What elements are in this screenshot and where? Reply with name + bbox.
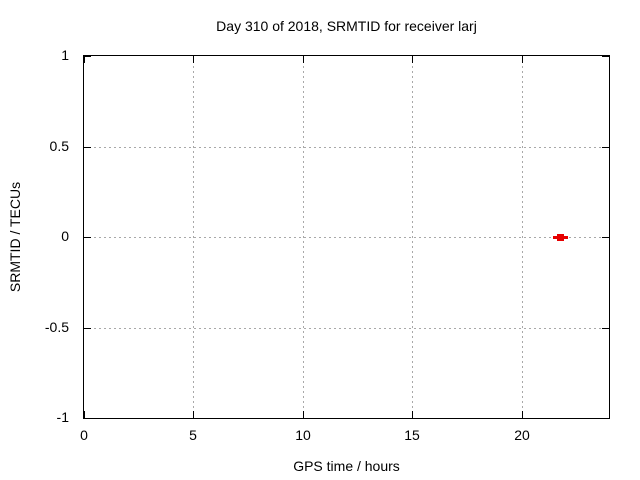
x-tick-label: 10 xyxy=(295,427,311,443)
chart-title: Day 310 of 2018, SRMTID for receiver lar… xyxy=(216,18,477,34)
y-tick-label: 1 xyxy=(61,47,69,63)
y-tick-left xyxy=(84,328,91,329)
x-tick-label: 0 xyxy=(80,427,88,443)
y-tick-left xyxy=(84,147,91,148)
y-tick-right xyxy=(602,147,609,148)
y-tick-right xyxy=(602,328,609,329)
x-tick-bottom xyxy=(303,411,304,418)
x-tick-top xyxy=(522,56,523,63)
plot-area xyxy=(83,55,610,419)
y-tick-label: 0 xyxy=(61,228,69,244)
y-tick-left xyxy=(84,237,91,238)
data-point-marker xyxy=(557,234,564,241)
x-tick-bottom xyxy=(412,411,413,418)
x-tick-bottom xyxy=(522,411,523,418)
x-tick-top xyxy=(412,56,413,63)
x-tick-label: 15 xyxy=(404,427,420,443)
y-gridline xyxy=(84,147,609,148)
x-tick-label: 5 xyxy=(189,427,197,443)
y-gridline xyxy=(84,237,609,238)
x-tick-top xyxy=(193,56,194,63)
y-tick-right xyxy=(602,237,609,238)
x-tick-top xyxy=(84,56,85,63)
x-tick-label: 20 xyxy=(514,427,530,443)
x-tick-bottom xyxy=(193,411,194,418)
y-tick-right xyxy=(602,56,609,57)
y-tick-left xyxy=(84,56,91,57)
y-tick-label: -1 xyxy=(56,409,69,425)
y-tick-label: 0.5 xyxy=(49,138,69,154)
y-tick-right xyxy=(602,418,609,419)
y-tick-label: -0.5 xyxy=(44,319,69,335)
x-axis-title: GPS time / hours xyxy=(293,458,400,474)
y-tick-left xyxy=(84,418,91,419)
x-tick-bottom xyxy=(84,411,85,418)
x-tick-top xyxy=(303,56,304,63)
y-gridline xyxy=(84,328,609,329)
